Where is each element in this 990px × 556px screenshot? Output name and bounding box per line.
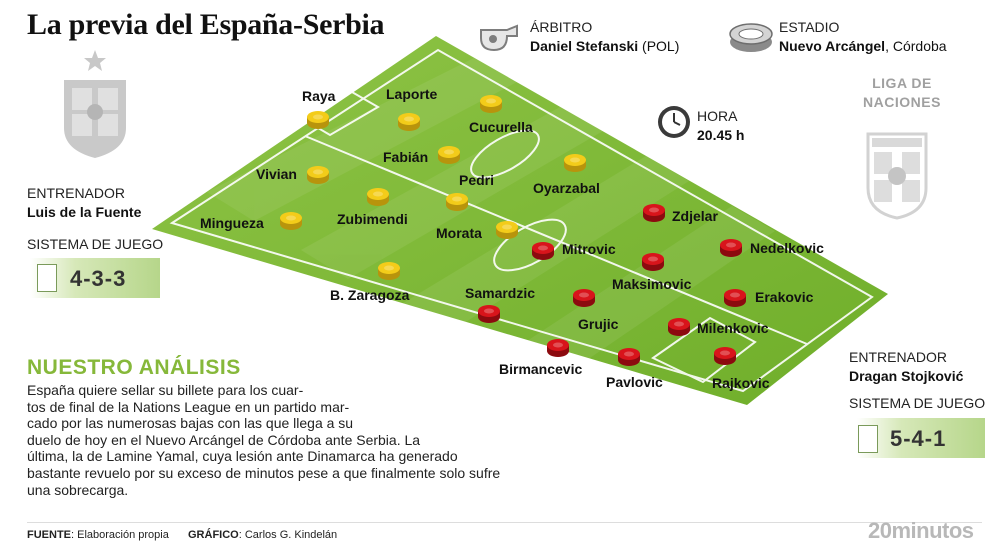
analysis-text: España quiere sellar su billete para los… [27, 382, 542, 498]
footer-source: FUENTE: Elaboración propia [27, 529, 169, 541]
stadium-city: , Córdoba [885, 38, 947, 54]
page-title: La previa del España-Serbia [27, 8, 385, 41]
serbia-player-name: Erakovic [755, 289, 814, 305]
spain-crest-icon [64, 50, 126, 158]
footer-graphic-label: GRÁFICO [188, 529, 239, 541]
clock-icon [658, 106, 690, 138]
spain-player-name: Mingueza [200, 215, 264, 231]
serbia-player-name: Grujic [578, 316, 619, 332]
serbia-player-name: Rajkovic [712, 375, 770, 391]
serbia-player-marker [618, 348, 640, 366]
spain-player-marker [367, 188, 389, 206]
serbia-player-name: Nedelkovic [750, 240, 824, 256]
footer-graphic-value: : Carlos G. Kindelán [238, 529, 338, 541]
serbia-player-name: Samardzic [465, 285, 536, 301]
serbia-player-marker [714, 347, 736, 365]
serbia-player-name: Maksimovic [612, 276, 692, 292]
serbia-crest-icon [866, 132, 928, 220]
spain-system-label: SISTEMA DE JUEGO [27, 236, 164, 252]
referee-label: ÁRBITRO [530, 19, 593, 35]
pitch-grass [152, 36, 888, 405]
serbia-system-value: 5-4-1 [890, 426, 947, 451]
serbia-coach-name: Dragan Stojković [849, 368, 964, 384]
competition-name: LIGA DE NACIONES [852, 74, 952, 112]
analysis-line: una sobrecarga. [27, 481, 129, 498]
spain-player-marker [438, 146, 460, 164]
spain-player-name: Raya [302, 88, 336, 104]
serbia-player-marker [532, 242, 554, 260]
stadium-value: Nuevo Arcángel, Córdoba [779, 38, 947, 54]
time-value: 20.45 h [697, 127, 745, 143]
serbia-system-box [857, 418, 985, 458]
serbia-player-marker [720, 239, 742, 257]
serbia-player-name: Zdjelar [672, 208, 718, 224]
spain-coach-label: ENTRENADOR [27, 185, 126, 201]
tactics-board-icon [858, 425, 878, 453]
spain-player-name: B. Zaragoza [330, 287, 410, 303]
spain-coach-name: Luis de la Fuente [27, 204, 142, 220]
footer-source-value: : Elaboración propia [71, 529, 169, 541]
spain-system-value: 4-3-3 [70, 266, 127, 291]
serbia-player-marker [643, 204, 665, 222]
footer-divider [27, 522, 982, 523]
serbia-player-marker [573, 289, 595, 307]
serbia-player-name: Milenkovic [697, 320, 769, 336]
serbia-player-name: Birmancevic [499, 361, 583, 377]
analysis-line: última, la de Lamine Yamal, cuya lesión … [27, 448, 458, 465]
serbia-player-marker [642, 253, 664, 271]
spain-player-name: Vivian [256, 166, 297, 182]
spain-player-marker [280, 212, 302, 230]
spain-player-marker [307, 166, 329, 184]
competition-line2: NACIONES [863, 94, 941, 110]
serbia-player-marker [724, 289, 746, 307]
spain-player-marker [564, 154, 586, 172]
spain-player-marker [398, 113, 420, 131]
serbia-coach-label: ENTRENADOR [849, 349, 948, 365]
analysis-line: bastante revuelo por su exceso de minuto… [27, 464, 501, 481]
serbia-player-marker [478, 305, 500, 323]
tactics-board-icon [37, 264, 57, 292]
stadium-name: Nuevo Arcángel [779, 38, 886, 54]
time-label: HORA [697, 108, 738, 124]
spain-player-name: Zubimendi [337, 211, 408, 227]
serbia-system-label: SISTEMA DE JUEGO [849, 395, 986, 411]
stadium-label: ESTADIO [779, 19, 840, 35]
referee-name: Daniel Stefanski [530, 38, 639, 54]
analysis-title: NUESTRO ANÁLISIS [27, 356, 241, 379]
brand-logo: 20minutos [868, 518, 974, 543]
stadium-icon [729, 23, 773, 52]
serbia-player-name: Pavlovic [606, 374, 663, 390]
footer-source-label: FUENTE [27, 529, 71, 541]
spain-player-name: Laporte [386, 86, 438, 102]
analysis-line: cado por las numerosas bajas con las que… [27, 415, 354, 432]
spain-player-name: Oyarzabal [533, 180, 600, 196]
whistle-icon [480, 24, 518, 52]
spain-player-marker [480, 95, 502, 113]
spain-player-marker [446, 193, 468, 211]
spain-player-marker [496, 221, 518, 239]
spain-player-name: Morata [436, 225, 482, 241]
competition-line1: LIGA DE [872, 75, 932, 91]
analysis-line: tos de final de la Nations League en un … [27, 398, 350, 415]
spain-player-name: Pedri [459, 172, 495, 188]
serbia-player-name: Mitrovic [562, 241, 616, 257]
spain-player-name: Fabián [383, 149, 429, 165]
spain-player-name: Cucurella [469, 119, 533, 135]
referee-country: (POL) [642, 38, 680, 54]
referee-value: Daniel Stefanski (POL) [530, 38, 679, 54]
footer-graphic: GRÁFICO: Carlos G. Kindelán [188, 529, 337, 541]
spain-player-marker [378, 262, 400, 280]
analysis-line: duelo de hoy en el Nuevo Arcángel de Cór… [27, 431, 421, 448]
spain-player-marker [307, 111, 329, 129]
analysis-line: España quiere sellar su billete para los… [27, 382, 304, 398]
serbia-player-marker [547, 339, 569, 357]
serbia-player-marker [668, 318, 690, 336]
